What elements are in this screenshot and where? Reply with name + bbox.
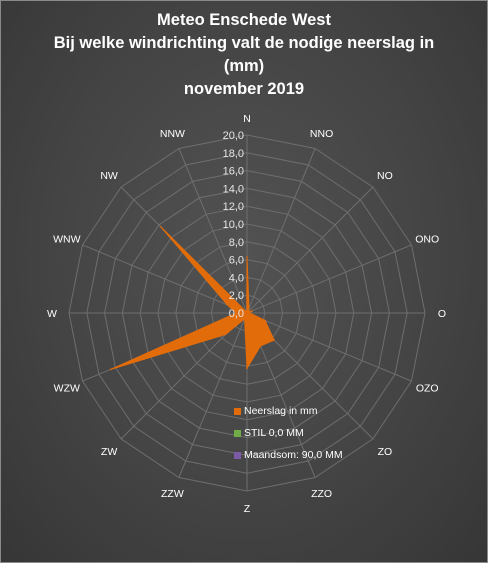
- direction-label-zw: ZW: [101, 446, 117, 458]
- title-line-2: Bij welke windrichting valt de nodige ne…: [53, 34, 435, 52]
- title-line-4: november 2019: [183, 80, 305, 98]
- direction-label-zzo: ZZO: [311, 488, 332, 500]
- direction-label-nw: NW: [100, 170, 118, 182]
- title-line-1: Meteo Enschede West: [157, 11, 331, 29]
- legend-label-neerslag: Neerslag in mm: [244, 405, 318, 417]
- direction-label-ono: ONO: [415, 233, 439, 245]
- data-point-o: [248, 312, 251, 314]
- chart-title: Meteo Enschede West Bij welke windrichti…: [1, 9, 487, 101]
- legend-swatch-neerslag: [234, 407, 241, 415]
- title-line-3: (mm): [223, 57, 265, 75]
- data-point-zw: [224, 333, 227, 336]
- data-point-z: [246, 367, 248, 370]
- legend-item-maandsom: Maandsom: 90,0 MM: [234, 444, 343, 466]
- data-point-ozo: [264, 319, 266, 322]
- direction-label-n: N: [243, 113, 251, 125]
- spoke-nno: [246, 148, 316, 314]
- tick-label: 16,0: [223, 166, 244, 178]
- direction-label-wzw: WZW: [54, 383, 80, 395]
- direction-label-nno: NNO: [310, 128, 333, 140]
- legend-label-maandsom: Maandsom: 90,0 MM: [244, 449, 343, 461]
- direction-label-nnw: NNW: [160, 128, 185, 140]
- data-point-wzw: [109, 368, 112, 371]
- spoke-no: [246, 186, 374, 314]
- direction-label-wnw: WNW: [53, 233, 80, 245]
- data-point-n: [246, 256, 248, 258]
- tick-label: 6,0: [229, 255, 244, 267]
- tick-label: 8,0: [229, 237, 244, 249]
- data-point-wnw: [226, 304, 229, 306]
- tick-label: 0,0: [229, 308, 244, 320]
- direction-label-z: Z: [244, 503, 251, 515]
- data-point-zzw: [243, 318, 246, 320]
- spoke-zzw: [178, 312, 248, 478]
- direction-label-o: O: [438, 308, 446, 320]
- data-point-nw: [160, 226, 162, 228]
- spoke-wnw: [82, 244, 248, 314]
- tick-label: 12,0: [223, 201, 244, 213]
- tick-label: 14,0: [223, 183, 244, 195]
- tick-label: 4,0: [229, 272, 244, 284]
- direction-label-no: NO: [377, 170, 393, 182]
- tick-label: 20,0: [223, 130, 244, 142]
- legend-swatch-maandsom: [234, 451, 241, 459]
- legend-item-stil: STIL 0,0 MM: [234, 422, 343, 444]
- data-point-w: [235, 312, 238, 314]
- data-point-nnw: [245, 311, 248, 314]
- radar-series: [109, 226, 275, 371]
- radar-tick-labels: 0,0 2,0 4,0 6,0 8,0 10,0 12,0 14,0 16,0 18,0 20,0: [223, 130, 244, 320]
- direction-label-ozo: OZO: [416, 383, 439, 395]
- spoke-ono: [246, 244, 412, 314]
- data-point-nno: [248, 307, 250, 309]
- direction-label-w: W: [47, 308, 57, 320]
- data-point-no: [247, 310, 250, 313]
- tick-label: 2,0: [229, 290, 244, 302]
- spoke-nnw: [178, 148, 248, 314]
- direction-label-zzw: ZZW: [161, 488, 184, 500]
- radar-direction-labels: N NNO NO ONO O OZO ZO ZZO Z ZZW ZW WZW W WNW NW NNW: [47, 113, 446, 515]
- tick-label: 10,0: [223, 219, 244, 231]
- direction-label-zo: ZO: [378, 446, 393, 458]
- series-area-neerslag: [110, 226, 275, 370]
- data-point-zzo: [259, 345, 262, 347]
- legend-label-stil: STIL 0,0 MM: [244, 427, 304, 439]
- legend-item-neerslag: Neerslag in mm: [234, 400, 343, 422]
- tick-label: 18,0: [223, 148, 244, 160]
- legend: Neerslag in mm STIL 0,0 MM Maandsom: 90,…: [234, 400, 343, 466]
- legend-swatch-stil: [234, 429, 241, 437]
- data-point-ono: [251, 310, 253, 312]
- spoke-ozo: [246, 312, 412, 382]
- data-point-zo: [273, 339, 275, 341]
